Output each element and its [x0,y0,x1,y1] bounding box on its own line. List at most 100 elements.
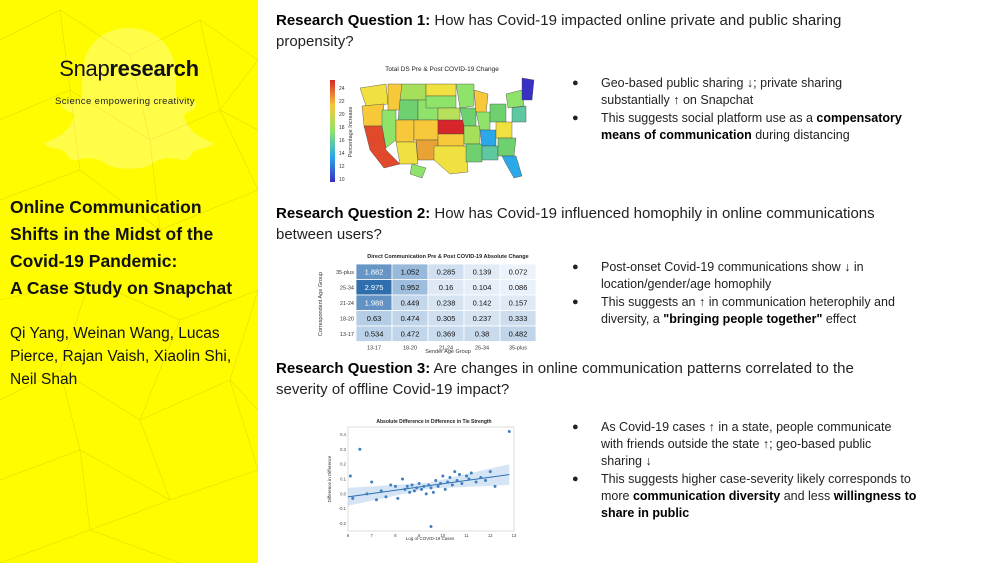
heatmap-cell-label: 0.449 [401,298,420,307]
scatter-point [434,478,438,482]
bullet-emphasis: communication diversity [632,489,781,503]
bullet-line: This suggests higher case-severity likel… [601,472,911,486]
scatter-point [431,490,435,494]
logo-text-bold: research [109,56,199,81]
bullet-dot: ● [572,473,579,485]
heatmap-xtick-label: 25-34 [475,346,489,352]
rq2-label: Research Question 2: [276,205,431,222]
heatmap-ytick-label: 18-20 [340,316,354,322]
heatmap-cell-label: 1.882 [365,267,384,276]
bullet-line: Geo-based public sharing ↓; private shar… [601,76,843,90]
logo-text-thin: Snap [59,56,110,81]
paper-title: Online Communication Shifts in the Midst… [10,194,255,302]
heatmap-cell-label: 0.142 [473,298,492,307]
scatter-point [465,474,469,478]
heatmap-ytick-label: 35-plus [336,270,354,276]
bullet-text: This suggests social platform use as a [601,111,817,125]
bullet-text: more [601,489,633,503]
heatmap-cell-label: 0.285 [437,267,456,276]
bullet-dot: ● [572,261,579,273]
paper-title-line: Covid-19 Pandemic: [10,251,178,271]
heatmap-cell-label: 0.139 [473,267,492,276]
heatmap-cell-label: 0.157 [509,298,528,307]
scatter-point [450,483,454,487]
scatter-point [396,496,400,500]
bullet-text: and less [780,489,834,503]
scatter-xtick-label: 8 [394,533,397,538]
scatter-point [401,477,405,481]
heatmap-ytick-label: 25-34 [340,285,354,291]
left-panel: Snapresearch Science empowering creativi… [0,0,258,563]
bullet-item: ● This suggests an ↑ in communication he… [572,294,967,328]
colorbar-label: Percentage Increase [348,107,354,158]
scatter-point [384,495,388,499]
paper-title-line: Online Communication [10,197,202,217]
bullet-emphasis: means of communication [601,128,752,142]
bullet-line: sharing ↓ [601,454,652,468]
heatmap-xtick-label: 13-17 [367,346,381,352]
us-map-figure: Total DS Pre & Post COVID-19 Change 24 2… [326,60,548,186]
rq2-text-line2: between users? [276,226,382,243]
heatmap-title: Direct Communication Pre & Post COVID-19… [367,254,528,260]
scatter-point [408,490,412,494]
rq2-bullets: ● Post-onset Covid-19 communications sho… [572,259,967,329]
bullet-line: This suggests an ↑ in communication hete… [601,295,895,309]
scatter-point [469,471,473,475]
author-line: Neil Shah [10,371,78,388]
bullet-line: Post-onset Covid-19 communications show … [601,260,864,274]
network-pattern-background [0,9,258,563]
colorbar-tick: 24 [339,86,345,92]
scatter-point [410,483,414,487]
colorbar-tick: 12 [339,164,345,170]
heatmap-xtick-label: 21-24 [439,346,453,352]
heatmap-cell-label: 1.988 [365,298,384,307]
heatmap-xtick-label: 35-plus [509,346,527,352]
scatter-point [441,474,445,478]
scatter-point [358,447,362,451]
scatter-point [457,473,461,477]
rq1-label: Research Question 1: [276,12,431,29]
heatmap-cell-label: 0.952 [401,283,420,292]
heatmap-cell-label: 0.072 [509,267,528,276]
bullet-dot: ● [572,421,579,433]
heatmap-cell-label: 0.104 [473,283,492,292]
scatter-xlabel: Log of COVID-19 Cases [406,536,455,541]
scatter-point [403,487,407,491]
scatter-point [493,484,497,488]
scatter-point [393,484,397,488]
bullet-line: with friends outside the state ↑; geo-ba… [601,437,872,451]
heatmap-cell-label: 1.052 [401,267,420,276]
bullet-dot: ● [572,112,579,124]
scatter-point [453,470,457,474]
rq3-bullets: ● As Covid-19 cases ↑ in a state, people… [572,419,967,523]
colorbar-tick: 18 [339,125,345,131]
scatter-point [443,487,447,491]
scatter-ytick-label: 0.4 [340,432,346,437]
scatter-ytick-label: 0.2 [340,462,346,467]
heatmap-cell-label: 0.238 [437,298,456,307]
scatter-ylabel: Difference in Difference [327,455,332,502]
heatmap-cell-label: 0.333 [509,314,528,323]
rq1-bullets: ● Geo-based public sharing ↓; private sh… [572,75,967,145]
paper-title-line: A Case Study on Snapchat [10,278,233,298]
scatter-point [420,487,424,491]
bullet-emphasis: compensatory [816,111,902,125]
scatter-point [415,486,419,490]
scatter-ytick-label: 0.3 [340,447,346,452]
bullet-item: ● Geo-based public sharing ↓; private sh… [572,75,967,109]
bullet-text: during distancing [751,128,850,142]
heatmap-figure: Direct Communication Pre & Post COVID-19… [316,250,542,356]
rq3-text-line2: severity of offline Covid-19 impact? [276,381,510,398]
scatter-title: Absolute Difference in Difference in Tie… [376,419,491,425]
map-title: Total DS Pre & Post COVID-19 Change [385,66,499,73]
research-question-3: Research Question 3: Are changes in onli… [276,358,976,400]
scatter-xtick-label: 7 [371,533,374,538]
author-line: Qi Yang, Weinan Wang, Lucas [10,325,220,342]
heatmap-cell [499,325,537,342]
snap-research-logo: Snapresearch [0,56,258,82]
bullet-line: substantially ↑ on Snapchat [601,93,754,107]
scatter-point [484,478,488,482]
us-state-map [359,77,535,179]
scatter-point [455,478,459,482]
scatter-point [446,480,450,484]
